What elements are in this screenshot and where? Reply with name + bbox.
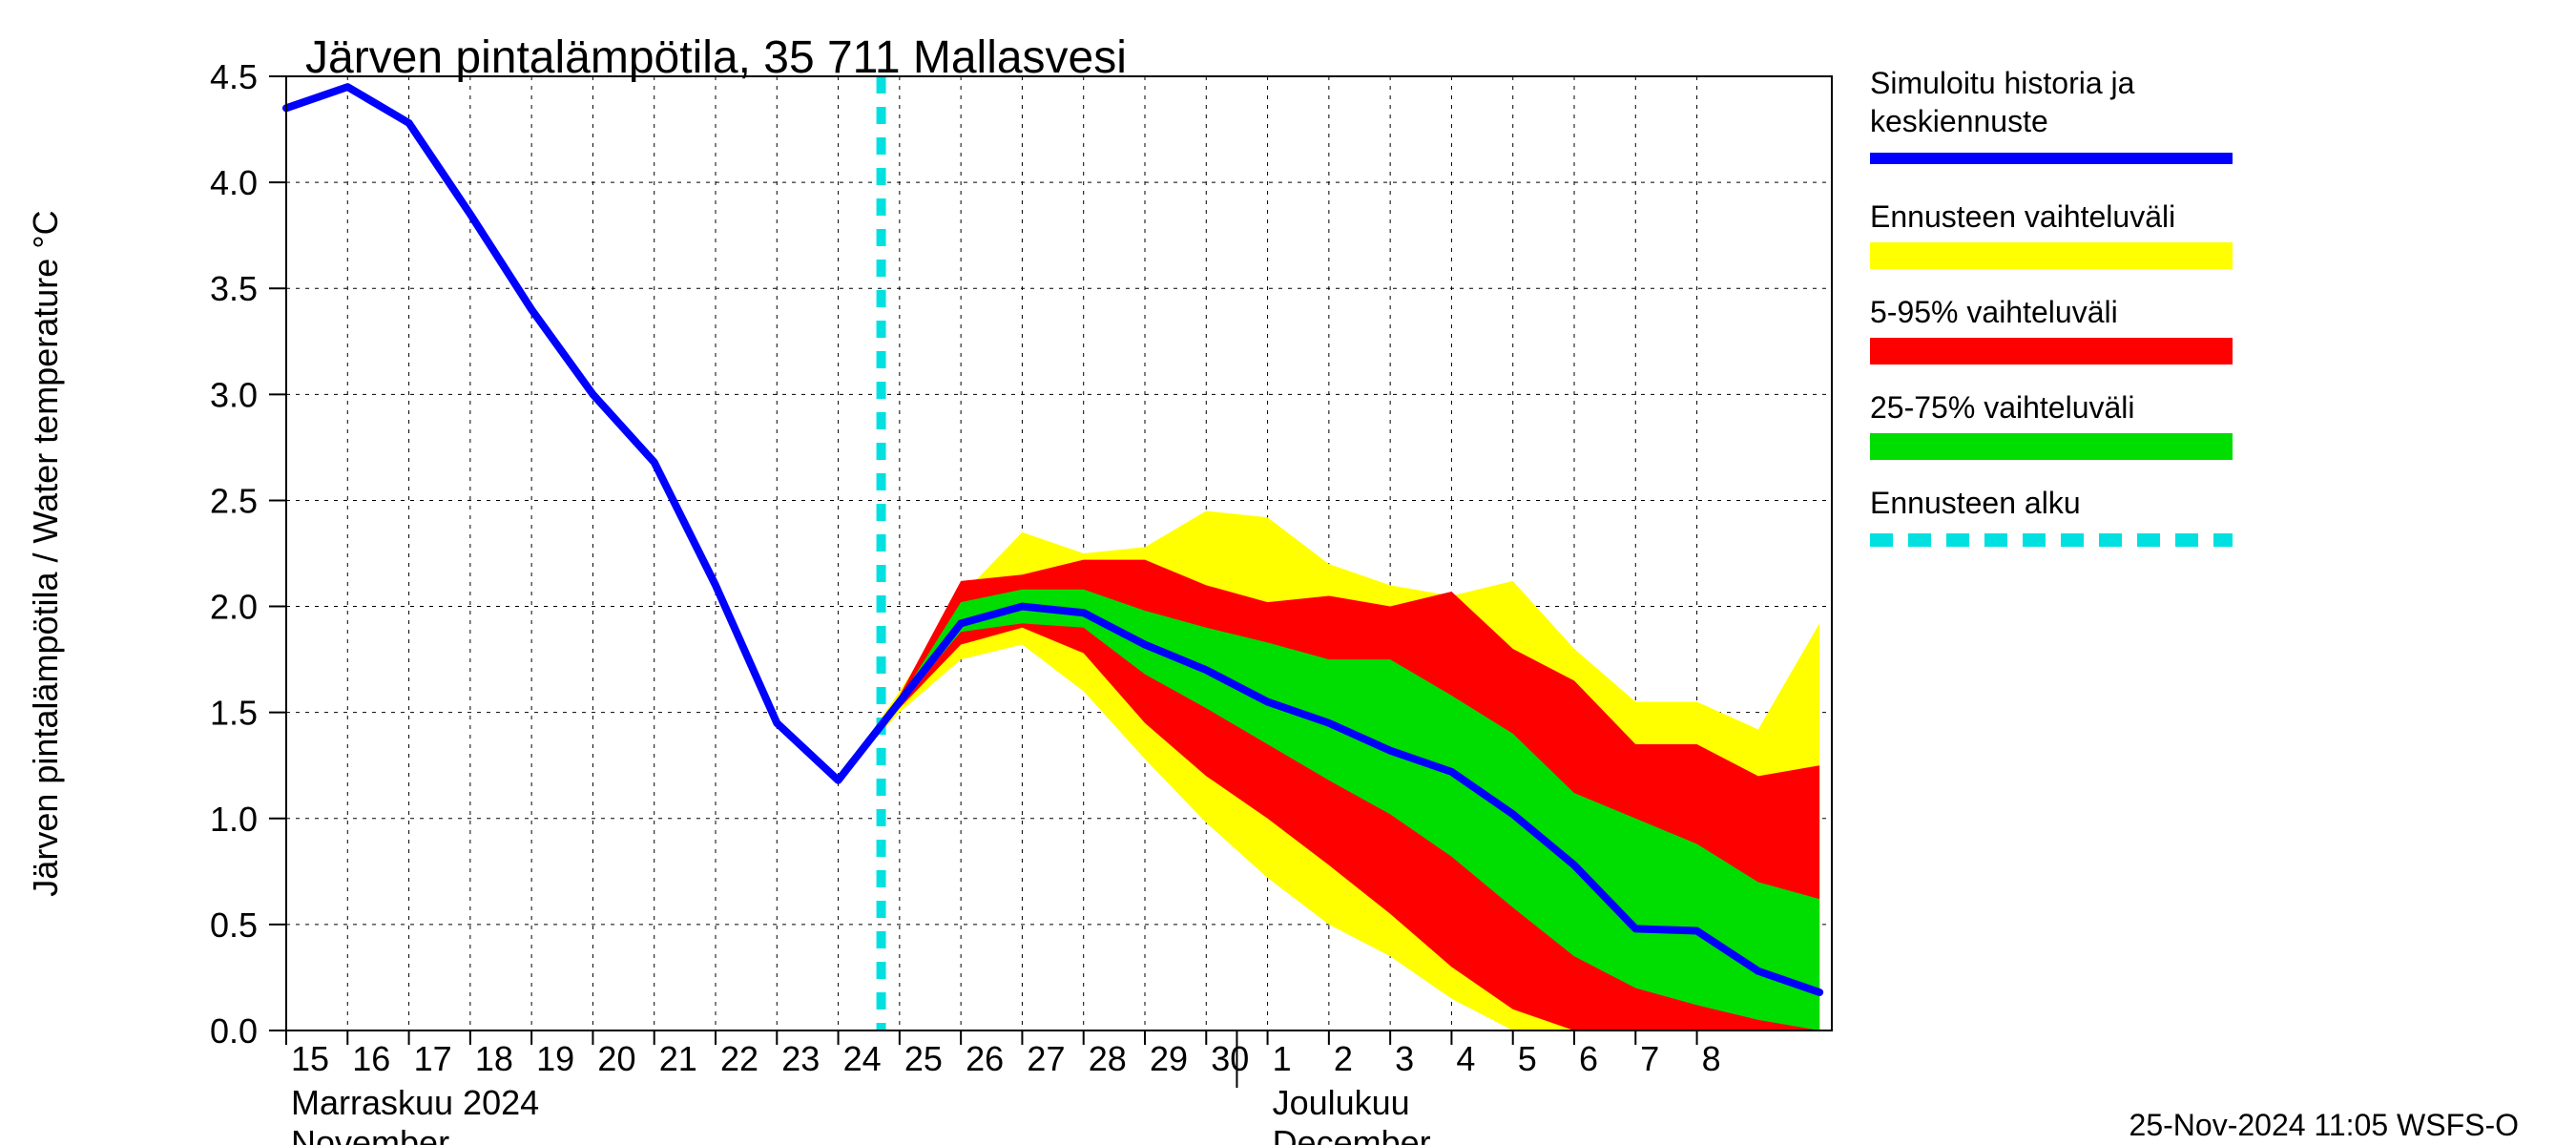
x-tick-label: 24	[843, 1039, 882, 1078]
month-label-line2: December	[1273, 1123, 1431, 1145]
month-label-line2: November	[291, 1123, 449, 1145]
y-tick-label: 3.5	[210, 269, 258, 308]
month-label-line1: Marraskuu 2024	[291, 1083, 539, 1122]
x-tick-label: 27	[1027, 1039, 1065, 1078]
legend-swatch-block	[1870, 338, 2233, 364]
legend-label: 25-75% vaihteluväli	[1870, 390, 2135, 425]
month-label-line1: Joulukuu	[1273, 1083, 1410, 1122]
legend-label: Ennusteen vaihteluväli	[1870, 199, 2175, 234]
x-tick-label: 26	[966, 1039, 1004, 1078]
x-tick-label: 6	[1579, 1039, 1598, 1078]
x-tick-label: 20	[597, 1039, 635, 1078]
x-tick-label: 25	[904, 1039, 943, 1078]
x-tick-label: 23	[781, 1039, 820, 1078]
y-tick-label: 0.0	[210, 1011, 258, 1051]
x-tick-label: 16	[352, 1039, 390, 1078]
legend-label: Simuloitu historia ja	[1870, 66, 2135, 100]
x-tick-label: 22	[720, 1039, 758, 1078]
y-tick-label: 1.0	[210, 800, 258, 839]
x-tick-label: 29	[1150, 1039, 1188, 1078]
x-tick-label: 2	[1334, 1039, 1353, 1078]
x-tick-label: 5	[1518, 1039, 1537, 1078]
legend-label: keskiennuste	[1870, 104, 2048, 138]
y-tick-label: 2.0	[210, 588, 258, 627]
legend-label: Ennusteen alku	[1870, 486, 2081, 520]
y-tick-label: 3.0	[210, 375, 258, 414]
legend-swatch-block	[1870, 242, 2233, 269]
x-tick-label: 3	[1395, 1039, 1414, 1078]
x-tick-label: 8	[1702, 1039, 1721, 1078]
x-tick-label: 18	[475, 1039, 513, 1078]
legend-swatch-block	[1870, 433, 2233, 460]
x-tick-label: 1	[1273, 1039, 1292, 1078]
x-tick-label: 7	[1640, 1039, 1659, 1078]
y-tick-label: 2.5	[210, 481, 258, 520]
x-tick-label: 21	[659, 1039, 697, 1078]
x-tick-label: 28	[1089, 1039, 1127, 1078]
y-tick-label: 1.5	[210, 694, 258, 733]
x-tick-label: 4	[1456, 1039, 1475, 1078]
x-tick-label: 15	[291, 1039, 329, 1078]
footer-timestamp: 25-Nov-2024 11:05 WSFS-O	[2129, 1108, 2519, 1142]
y-axis-label: Järven pintalämpötila / Water temperatur…	[26, 210, 65, 896]
y-tick-label: 0.5	[210, 906, 258, 945]
x-tick-label: 19	[536, 1039, 574, 1078]
x-tick-label: 30	[1211, 1039, 1249, 1078]
x-tick-label: 17	[414, 1039, 452, 1078]
water-temperature-chart: Järven pintalämpötila, 35 711 Mallasvesi…	[0, 0, 2576, 1145]
y-tick-label: 4.0	[210, 163, 258, 202]
y-tick-label: 4.5	[210, 57, 258, 96]
legend-label: 5-95% vaihteluväli	[1870, 295, 2118, 329]
